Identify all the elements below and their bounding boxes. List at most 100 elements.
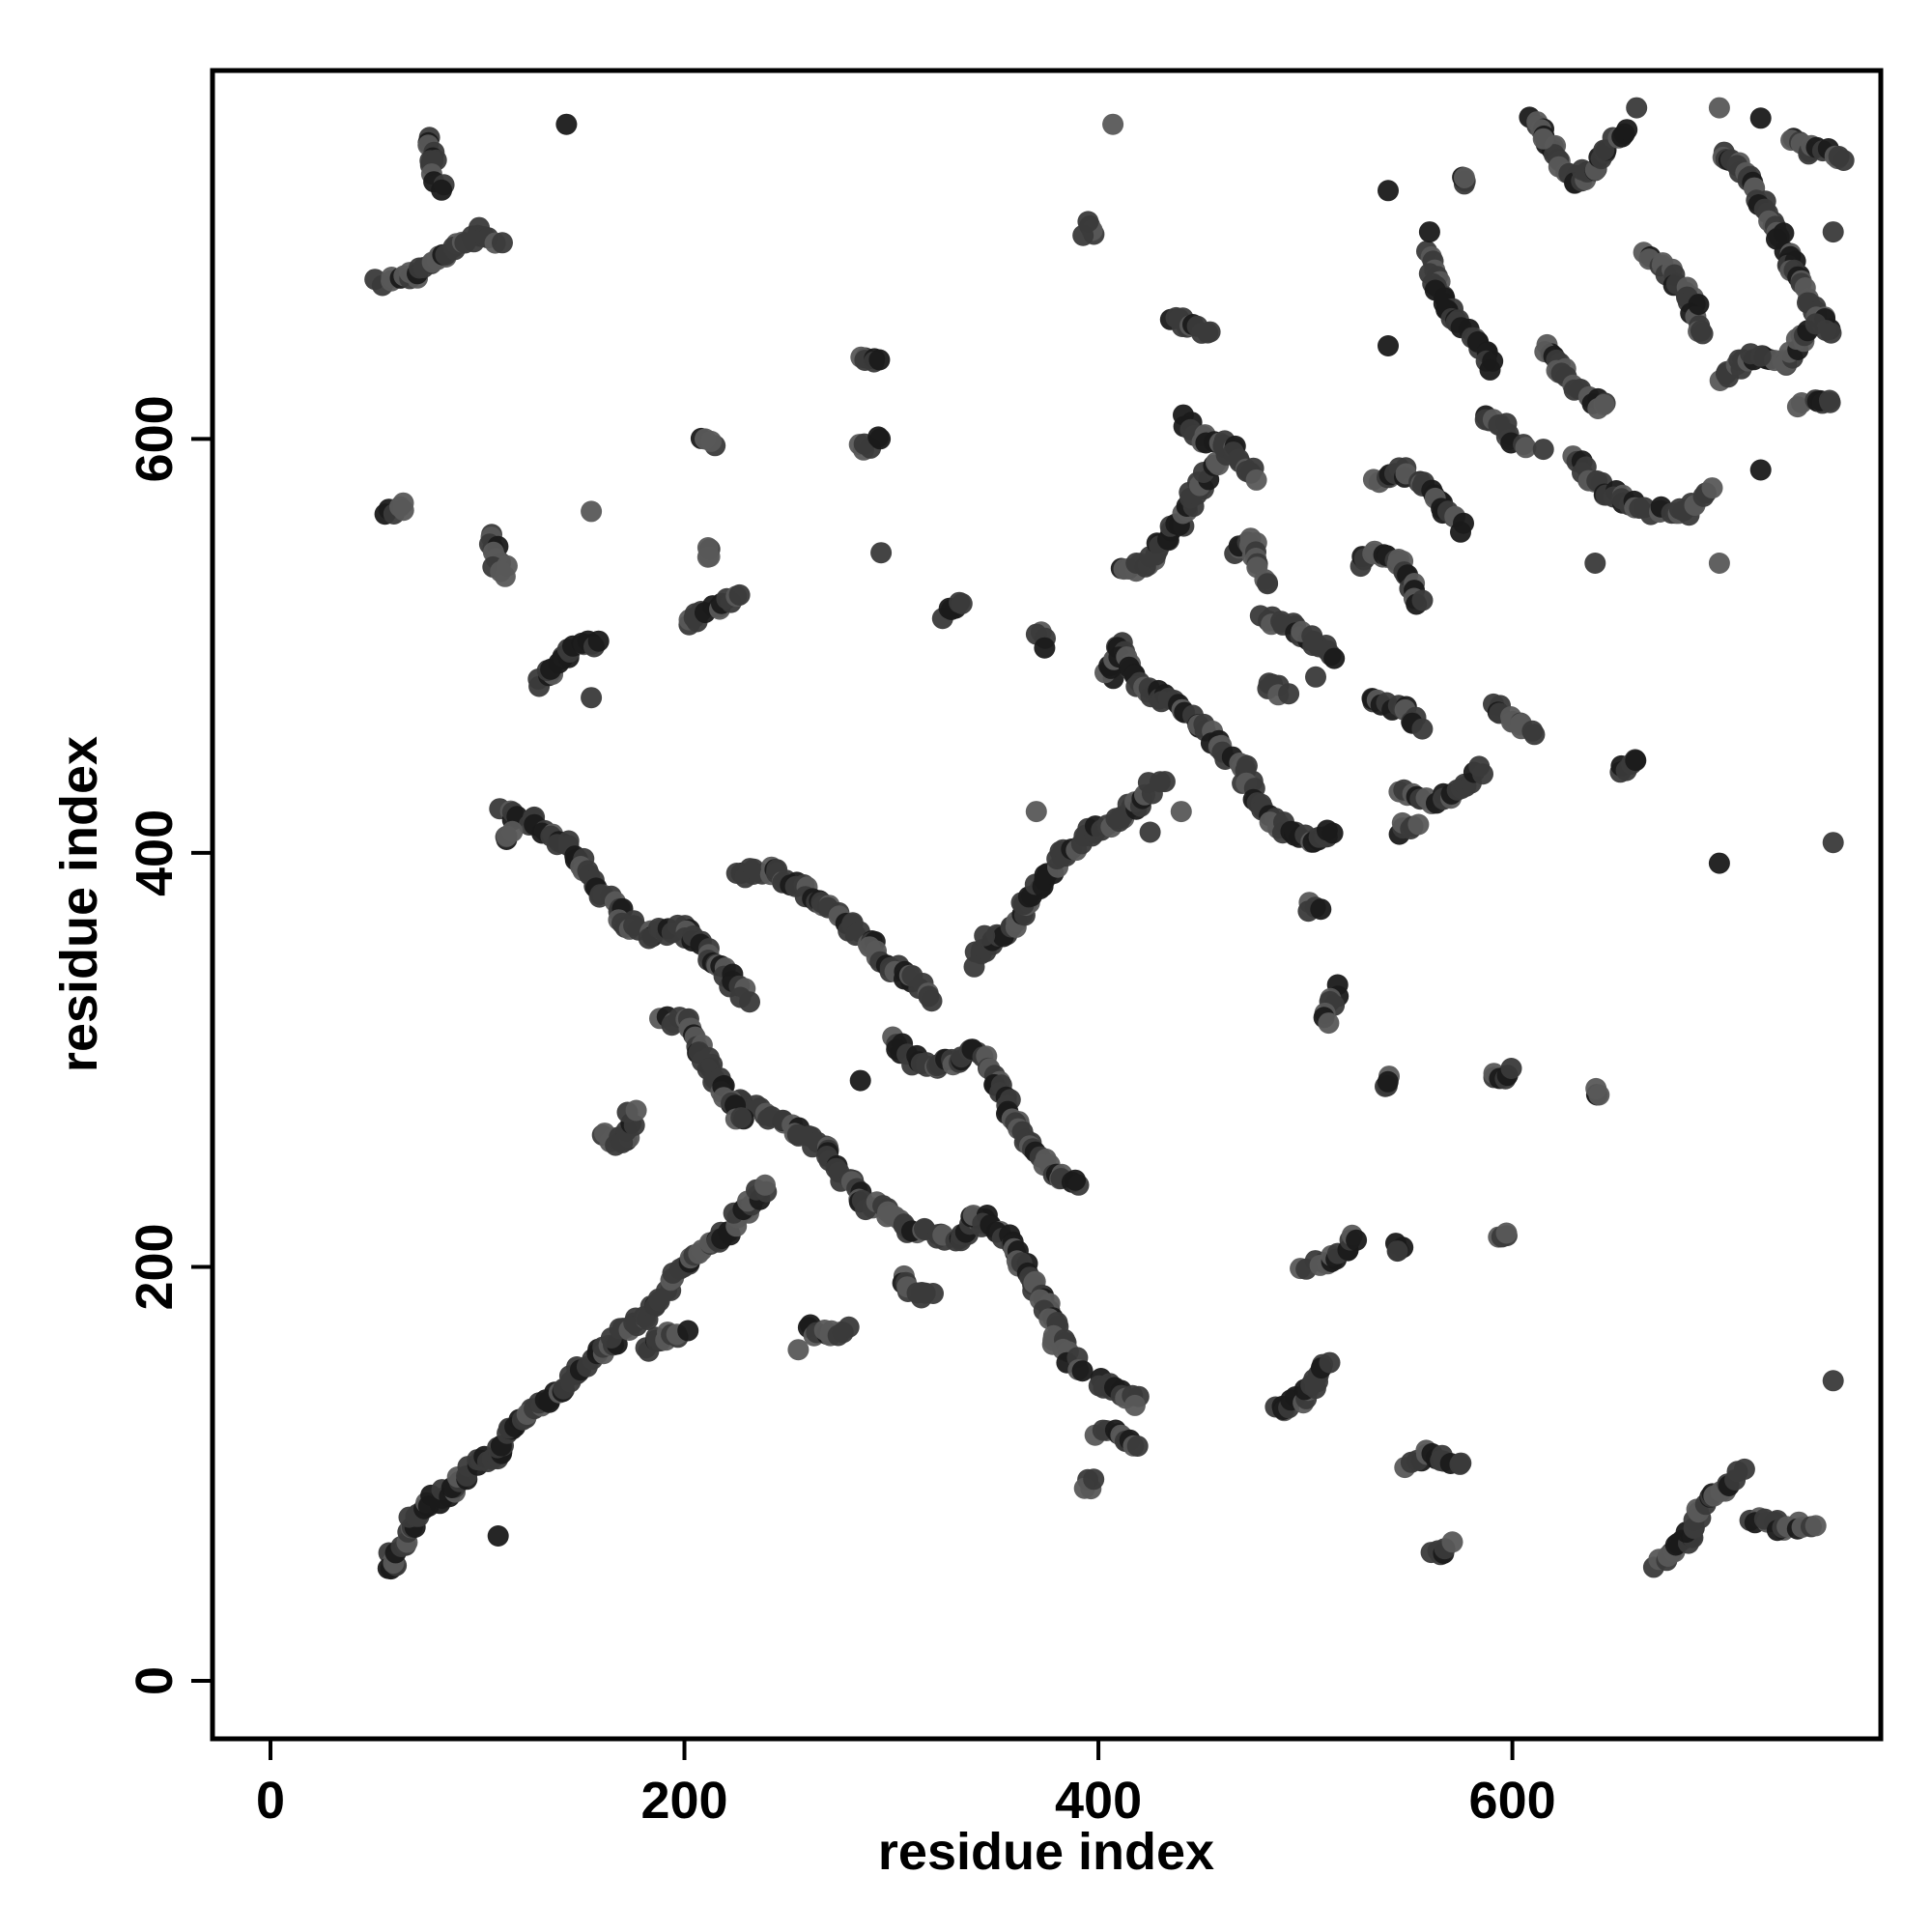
y-axis-label: residue index — [50, 736, 108, 1072]
data-point — [555, 113, 578, 135]
data-point — [1820, 322, 1842, 344]
x-tick-label: 600 — [1469, 1772, 1556, 1830]
data-point — [1319, 1351, 1341, 1374]
data-point — [1804, 313, 1827, 335]
data-point — [677, 1320, 699, 1342]
data-point — [921, 990, 943, 1012]
data-point — [1500, 1058, 1522, 1079]
x-tick-label: 400 — [1055, 1772, 1142, 1830]
data-point — [1749, 459, 1772, 481]
data-point — [1625, 750, 1647, 772]
data-point — [1378, 180, 1399, 202]
data-point — [739, 991, 760, 1013]
data-point — [1532, 439, 1554, 461]
data-point — [501, 820, 524, 842]
data-point — [787, 1339, 810, 1361]
data-point — [611, 1131, 634, 1153]
data-point — [1411, 718, 1434, 740]
data-point — [581, 500, 603, 523]
data-point — [1593, 393, 1615, 415]
data-point — [587, 630, 610, 652]
data-point — [1616, 119, 1638, 141]
data-point — [1449, 1453, 1471, 1475]
data-point — [1386, 1240, 1408, 1263]
data-point — [1139, 821, 1161, 843]
data-point — [1828, 146, 1850, 167]
data-point — [728, 583, 751, 606]
data-point — [1411, 589, 1434, 611]
data-point — [1532, 128, 1554, 150]
data-point — [1708, 97, 1730, 119]
data-point — [1278, 683, 1300, 705]
data-point — [494, 565, 516, 587]
x-tick-label: 0 — [256, 1772, 285, 1830]
data-point — [1822, 1370, 1844, 1392]
data-point — [1819, 391, 1841, 413]
data-point — [1495, 1222, 1518, 1244]
data-point — [1515, 437, 1537, 459]
data-point — [949, 591, 971, 613]
data-point — [963, 955, 985, 978]
data-point — [1822, 832, 1844, 854]
data-point — [1065, 1169, 1087, 1191]
data-point — [1034, 637, 1056, 659]
data-point — [1450, 521, 1471, 543]
data-point — [1378, 335, 1399, 356]
y-tick-label: 0 — [126, 1666, 184, 1695]
data-point — [1305, 666, 1326, 688]
data-point — [1441, 1531, 1463, 1553]
data-point — [1453, 167, 1475, 188]
data-point — [1691, 323, 1714, 345]
data-point — [1153, 771, 1176, 793]
data-point — [1523, 724, 1546, 746]
plot-frame — [210, 68, 1884, 1742]
data-point — [1708, 852, 1730, 874]
data-point — [1479, 358, 1501, 381]
y-axis: 0 200 400 600 — [126, 395, 213, 1695]
data-point — [867, 426, 890, 448]
data-point — [923, 1283, 944, 1304]
data-point — [1071, 1360, 1094, 1382]
data-point — [1701, 477, 1723, 499]
data-point — [1318, 1012, 1340, 1035]
data-point — [1749, 345, 1772, 367]
data-point — [1083, 1468, 1105, 1491]
data-point — [1126, 1435, 1149, 1457]
data-point — [1077, 211, 1099, 233]
x-axis: 0 200 400 600 — [256, 1739, 1556, 1830]
data-point — [868, 349, 891, 371]
data-point — [754, 1174, 776, 1196]
data-point — [581, 687, 603, 709]
data-point — [1102, 113, 1124, 135]
data-point — [730, 1107, 753, 1129]
data-point — [1123, 1394, 1146, 1416]
data-point — [696, 546, 719, 568]
data-point — [1199, 321, 1221, 343]
data-point — [1688, 294, 1710, 316]
data-point — [1584, 553, 1606, 574]
data-point — [838, 1316, 860, 1338]
data-point — [1418, 221, 1440, 243]
data-point — [1346, 1229, 1368, 1251]
y-tick-label: 400 — [126, 810, 184, 896]
data-point — [392, 492, 414, 514]
data-points — [364, 97, 1855, 1580]
data-point — [1257, 573, 1279, 595]
y-tick-label: 600 — [126, 395, 184, 482]
data-point — [974, 924, 996, 947]
data-point — [1749, 107, 1772, 129]
data-point — [1245, 469, 1267, 491]
data-point — [1321, 822, 1344, 844]
data-point — [1323, 647, 1346, 669]
data-point — [487, 1525, 509, 1547]
data-point — [1377, 1070, 1399, 1093]
data-point — [1025, 801, 1047, 823]
data-point — [1708, 553, 1730, 574]
data-point — [1588, 1084, 1610, 1106]
data-point — [1733, 1458, 1755, 1480]
data-point — [1626, 97, 1648, 119]
y-tick-label: 200 — [126, 1223, 184, 1310]
data-point — [1822, 221, 1844, 243]
data-point — [695, 428, 716, 450]
